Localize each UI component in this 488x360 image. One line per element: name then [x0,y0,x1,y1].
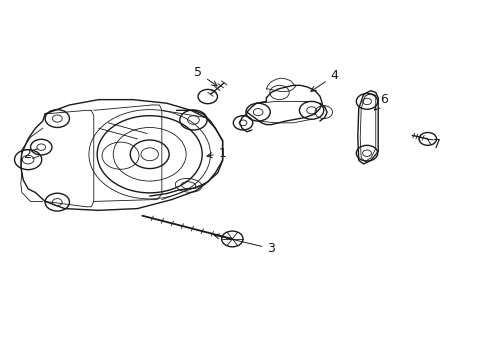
Text: 2: 2 [22,148,31,162]
Text: 3: 3 [214,234,275,255]
Text: 7: 7 [427,139,440,152]
Text: 1: 1 [206,147,226,160]
Text: 5: 5 [194,66,217,86]
Text: 6: 6 [374,93,387,110]
Text: 4: 4 [310,69,338,91]
